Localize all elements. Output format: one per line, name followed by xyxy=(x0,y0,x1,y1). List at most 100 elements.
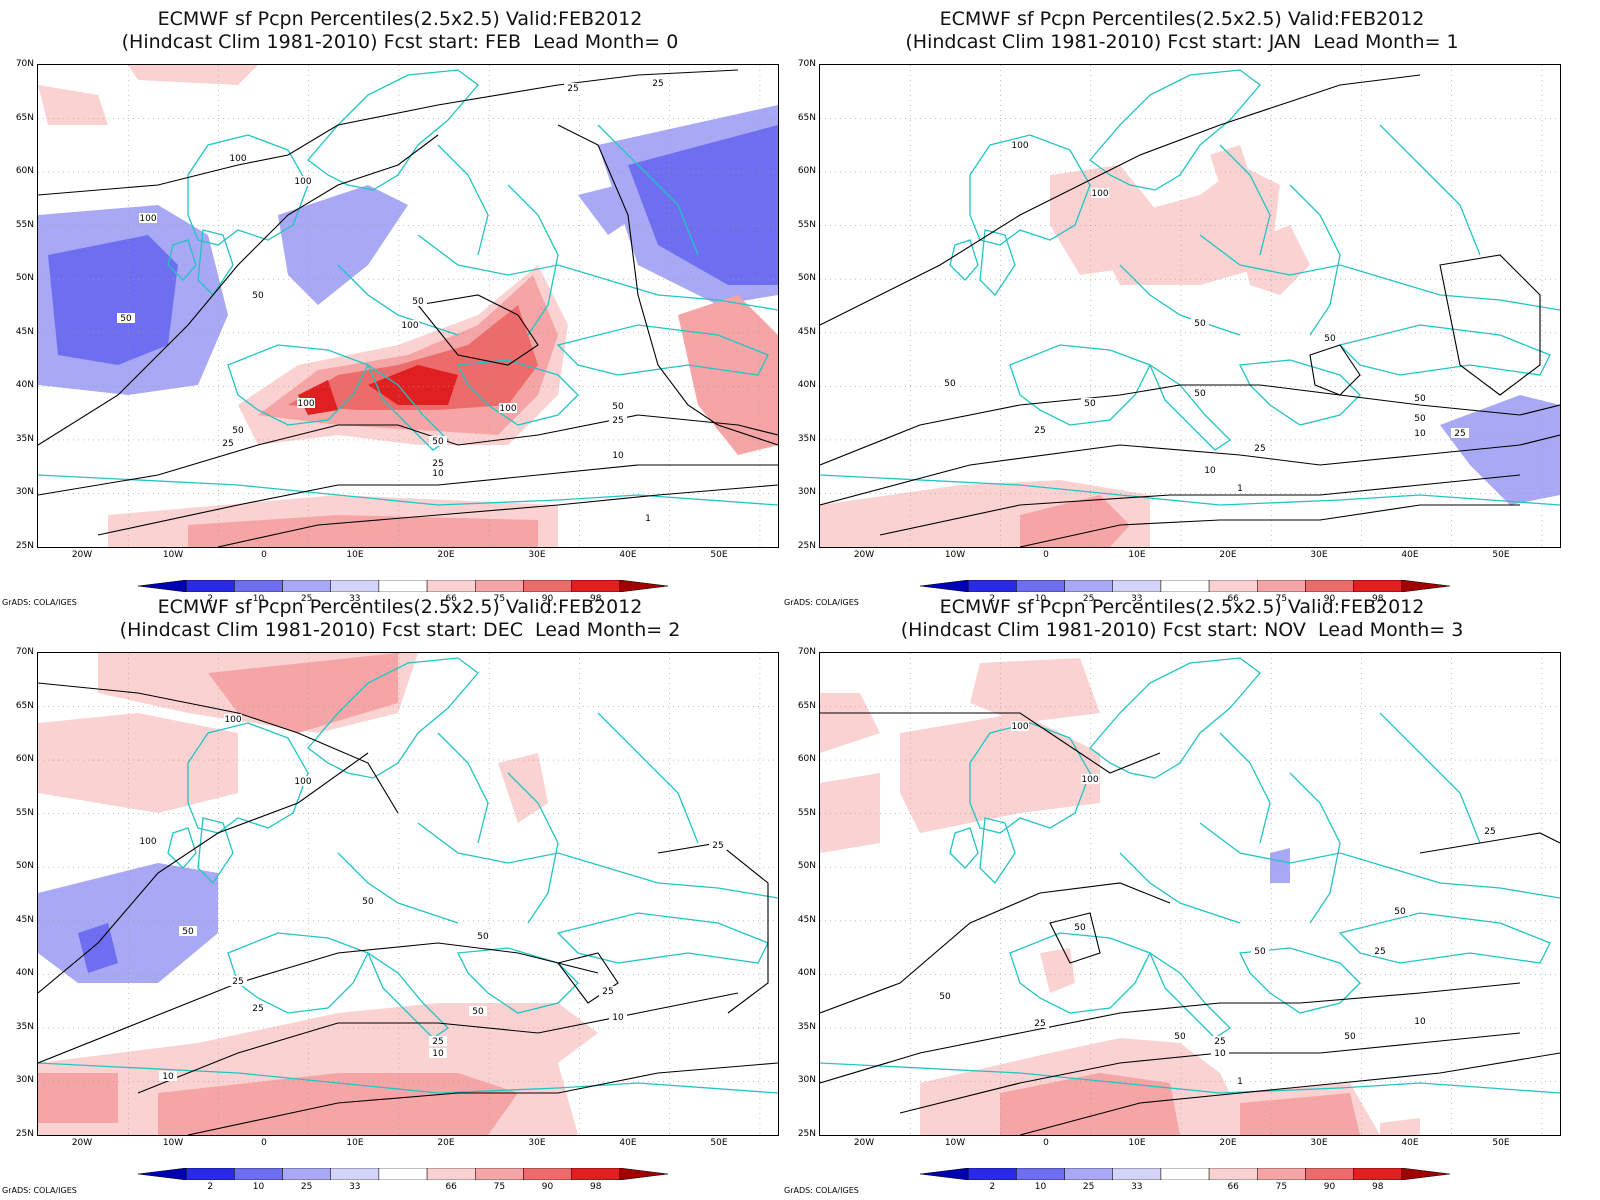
coastline xyxy=(456,947,579,1014)
colorbar-segment xyxy=(1112,1168,1162,1180)
lon-tick-label: 40E xyxy=(1401,1138,1419,1148)
colorbar-label: 98 xyxy=(589,594,602,604)
coastline xyxy=(38,474,778,506)
coastline xyxy=(820,474,1560,506)
coastline xyxy=(366,951,450,1039)
contour-label-bg xyxy=(429,458,447,468)
lat-tick-label: 60N xyxy=(15,754,34,765)
contour-label: 10 xyxy=(1214,1049,1226,1059)
contour-label-bg xyxy=(429,1036,447,1046)
contour-label-bg xyxy=(1031,425,1049,435)
colorbar-label: 2 xyxy=(989,1182,996,1192)
contour-label-bg xyxy=(229,425,247,435)
coastline xyxy=(187,134,309,246)
coastline xyxy=(1148,363,1232,451)
coastline xyxy=(1119,852,1241,924)
contour-label-bg xyxy=(1231,1076,1249,1086)
colorbar-label: 10 xyxy=(1034,1182,1047,1192)
contour-label-bg xyxy=(609,401,627,411)
contour-label: 50 xyxy=(1194,389,1206,399)
contour-label-bg xyxy=(1481,826,1499,836)
coastline xyxy=(1379,124,1481,256)
lat-tick-label: 40N xyxy=(797,968,816,979)
panel-title-line1: ECMWF sf Pcpn Percentiles(2.5x2.5) Valid… xyxy=(157,8,643,30)
colorbar-segment xyxy=(1208,1168,1258,1180)
contour-label-bg xyxy=(609,415,627,425)
contour-label: 25 xyxy=(652,79,663,89)
contour-label: 50 xyxy=(1194,319,1206,329)
coastline xyxy=(556,324,769,376)
colorbar-label: 66 xyxy=(445,594,457,604)
shaded-region xyxy=(38,85,108,125)
colorbar-segment xyxy=(967,1168,1017,1180)
lat-tick-label: 45N xyxy=(15,914,34,925)
coastline xyxy=(1289,772,1341,924)
colorbar-segment xyxy=(282,1168,331,1180)
grid-lines xyxy=(38,653,778,1135)
colorbar-segment xyxy=(475,1168,524,1180)
contour-label-bg xyxy=(401,320,419,330)
map-frame: 100 100 50 50 50 50 50 50 25 25 10 1 50 10 25 xyxy=(819,64,1561,548)
contour-label-bg xyxy=(1071,922,1089,932)
panel-title-line1: ECMWF sf Pcpn Percentiles(2.5x2.5) Valid… xyxy=(939,596,1425,618)
contour-label-bg xyxy=(469,1006,487,1016)
contour-label: 25 xyxy=(232,977,243,987)
credit-text: GrADS: COLA/IGES xyxy=(784,1186,859,1195)
colorbar-segment xyxy=(185,1168,235,1180)
coastline xyxy=(1338,324,1551,376)
lat-tick-label: 65N xyxy=(15,700,34,711)
coastline xyxy=(1238,947,1361,1014)
contour-label-bg xyxy=(649,78,667,88)
contour-label-bg xyxy=(599,986,617,996)
contour-label-bg xyxy=(139,836,157,846)
panel-title-line2: (Hindcast Clim 1981-2010) Fcst start: DE… xyxy=(119,619,681,641)
contour-label-bg xyxy=(359,896,377,906)
contour-label: 50 xyxy=(1084,399,1096,409)
lon-tick-label: 10E xyxy=(1128,1138,1146,1148)
colorbar-segment xyxy=(234,1168,283,1180)
lon-tick-label: 0 xyxy=(1043,550,1049,560)
map-panel-1: ECMWF sf Pcpn Percentiles(2.5x2.5) Valid… xyxy=(782,0,1562,607)
contour-line xyxy=(38,942,599,1064)
lat-tick-label: 65N xyxy=(15,112,34,123)
colorbar-label: 10 xyxy=(252,594,265,604)
colorbar xyxy=(138,580,668,592)
colorbar-label: 10 xyxy=(1034,594,1047,604)
colorbar-label: 25 xyxy=(300,594,313,604)
lon-tick-label: 10E xyxy=(1128,550,1146,560)
contour-label-bg xyxy=(1391,906,1409,916)
shaded-region xyxy=(1020,495,1130,547)
contour-label-bg xyxy=(639,513,657,523)
contour-label-bg xyxy=(249,290,267,300)
colorbar-segment xyxy=(619,580,668,592)
contour-line xyxy=(820,712,1161,774)
contour-label-bg xyxy=(429,1048,447,1058)
contour-label: 50 xyxy=(182,927,194,937)
map-canvas: 100 100 25 50 50 50 50 25 50 25 25 10 10 1 50 xyxy=(820,653,1560,1135)
map-canvas: 100 100 100 25 50 50 50 25 25 50 25 10 25 10 10 xyxy=(38,653,778,1135)
coastline xyxy=(1219,144,1271,256)
shaded-region xyxy=(678,295,778,455)
lon-tick-label: 10E xyxy=(346,1138,364,1148)
lon-tick-label: 20E xyxy=(1219,1138,1237,1148)
contour-label-bg xyxy=(1211,1048,1229,1058)
lat-tick-label: 60N xyxy=(15,166,34,177)
shaded-region xyxy=(900,713,1100,833)
contour-label: 100 xyxy=(139,837,156,847)
lat-tick-label: 45N xyxy=(15,326,34,337)
colorbar-label: 90 xyxy=(541,594,554,604)
map-panel-0: ECMWF sf Pcpn Percentiles(2.5x2.5) Valid… xyxy=(0,0,780,607)
contour-label: 10 xyxy=(1204,466,1216,476)
colorbar-segment xyxy=(426,1168,476,1180)
contour-label-bg xyxy=(1011,140,1029,150)
coastline xyxy=(1009,344,1151,426)
coastline xyxy=(417,234,778,311)
lon-tick-label: 20W xyxy=(71,550,93,560)
contour-label-bg xyxy=(1411,413,1429,423)
contour-label-bg xyxy=(297,398,315,408)
lon-tick-label: 30E xyxy=(528,550,546,560)
colorbar-segment xyxy=(1160,1168,1210,1180)
coastline xyxy=(1089,657,1261,779)
contour-label-bg xyxy=(1191,318,1209,328)
contour-label-bg xyxy=(219,438,237,448)
